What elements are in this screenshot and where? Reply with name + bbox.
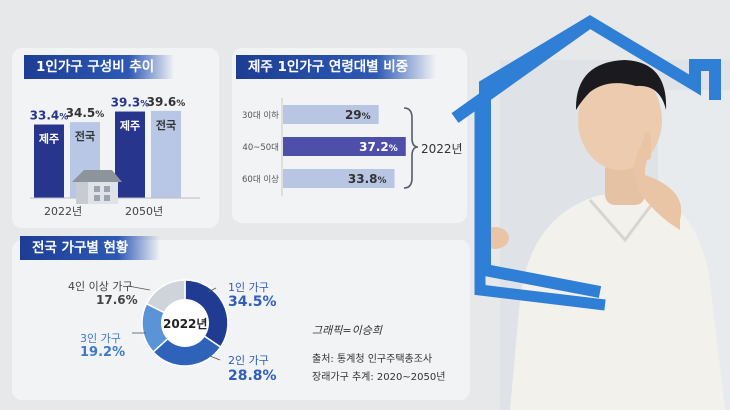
hbar-value-unit: % bbox=[378, 176, 387, 186]
hbar-1 bbox=[283, 137, 406, 156]
slice-label-2: 2인 가구 bbox=[228, 354, 269, 367]
hbar-2 bbox=[283, 169, 395, 188]
bar-value-unit: % bbox=[59, 113, 68, 123]
donut-hole bbox=[161, 299, 209, 347]
slice-label-1: 1인 가구 bbox=[228, 281, 269, 294]
source-line-2: 장래가구 추계: 2020~2050년 bbox=[312, 372, 446, 383]
leader-line-2 bbox=[209, 355, 221, 361]
hbar-value-unit: % bbox=[362, 112, 371, 122]
panel2-year: 2022년 bbox=[421, 142, 463, 156]
hbar-label-2: 60대 이상 bbox=[242, 174, 279, 185]
year-label-2050: 2050년 bbox=[125, 205, 164, 218]
bar-value-1-1: 39.6% bbox=[147, 95, 186, 109]
hbar-label-0: 30대 이하 bbox=[242, 110, 279, 121]
bracket-icon bbox=[403, 107, 419, 189]
bar-value-0-0: 33.4% bbox=[30, 109, 69, 123]
hbar-value-unit: % bbox=[389, 144, 398, 154]
slice-label-3: 3인 가구 bbox=[80, 332, 121, 345]
year-label-2022: 2022년 bbox=[44, 205, 83, 218]
slice-label-4: 4인 이상 가구 bbox=[68, 280, 133, 293]
house-icon bbox=[72, 170, 122, 204]
bar-value-0-1: 39.3% bbox=[111, 96, 150, 110]
hbar-value-2: 33.8% bbox=[348, 172, 387, 186]
bar-label-1-0: 전국 bbox=[75, 129, 95, 143]
bar-value-unit: % bbox=[176, 99, 185, 109]
hbar-label-1: 40~50대 bbox=[242, 143, 279, 153]
hbar-value-0: 29% bbox=[345, 108, 371, 122]
slice-value-2: 28.8% bbox=[228, 368, 277, 384]
person-illustration bbox=[451, 15, 730, 410]
panel2-title: 제주 1인가구 연령대별 비중 bbox=[236, 55, 436, 79]
panel1-title: 1인가구 구성비 추이 bbox=[24, 55, 174, 79]
source-line-1: 출처: 통계청 인구주택총조사 bbox=[312, 354, 433, 365]
bar-national-1 bbox=[151, 110, 181, 198]
slice-value-3: 19.2% bbox=[80, 345, 126, 360]
bar-jeju-1 bbox=[115, 111, 145, 198]
bar-label-0-1: 제주 bbox=[120, 119, 140, 133]
bar-label-1-1: 전국 bbox=[156, 118, 176, 132]
panel1-chart: 33.4% 제주 39.3% 제주 34.5% 전국 39.6% 전국 bbox=[30, 95, 200, 204]
leader-line-4 bbox=[127, 285, 151, 291]
slice-value-4: 17.6% bbox=[96, 293, 138, 307]
panel3-title: 전국 가구별 현황 bbox=[20, 236, 160, 260]
graphic-credit: 그래픽=이승희 bbox=[312, 324, 382, 337]
bar-label-0-0: 제주 bbox=[39, 132, 59, 146]
hbar-value-1: 37.2% bbox=[359, 140, 398, 154]
donut-center-label: 2022년 bbox=[163, 317, 208, 331]
donut-chart bbox=[141, 279, 229, 367]
bar-value-unit: % bbox=[140, 100, 149, 110]
bar-value-unit: % bbox=[95, 110, 104, 120]
slice-value-1: 34.5% bbox=[228, 294, 277, 310]
bar-jeju-0 bbox=[34, 124, 64, 198]
panel-household-status bbox=[12, 240, 470, 400]
hbar-0 bbox=[283, 105, 379, 124]
leader-line-1 bbox=[207, 287, 217, 293]
bar-value-1-0: 34.5% bbox=[66, 106, 105, 120]
panel2-chart: 30대 이하 29% 40~50대 37.2% 60대 이상 33.8% bbox=[242, 98, 419, 196]
